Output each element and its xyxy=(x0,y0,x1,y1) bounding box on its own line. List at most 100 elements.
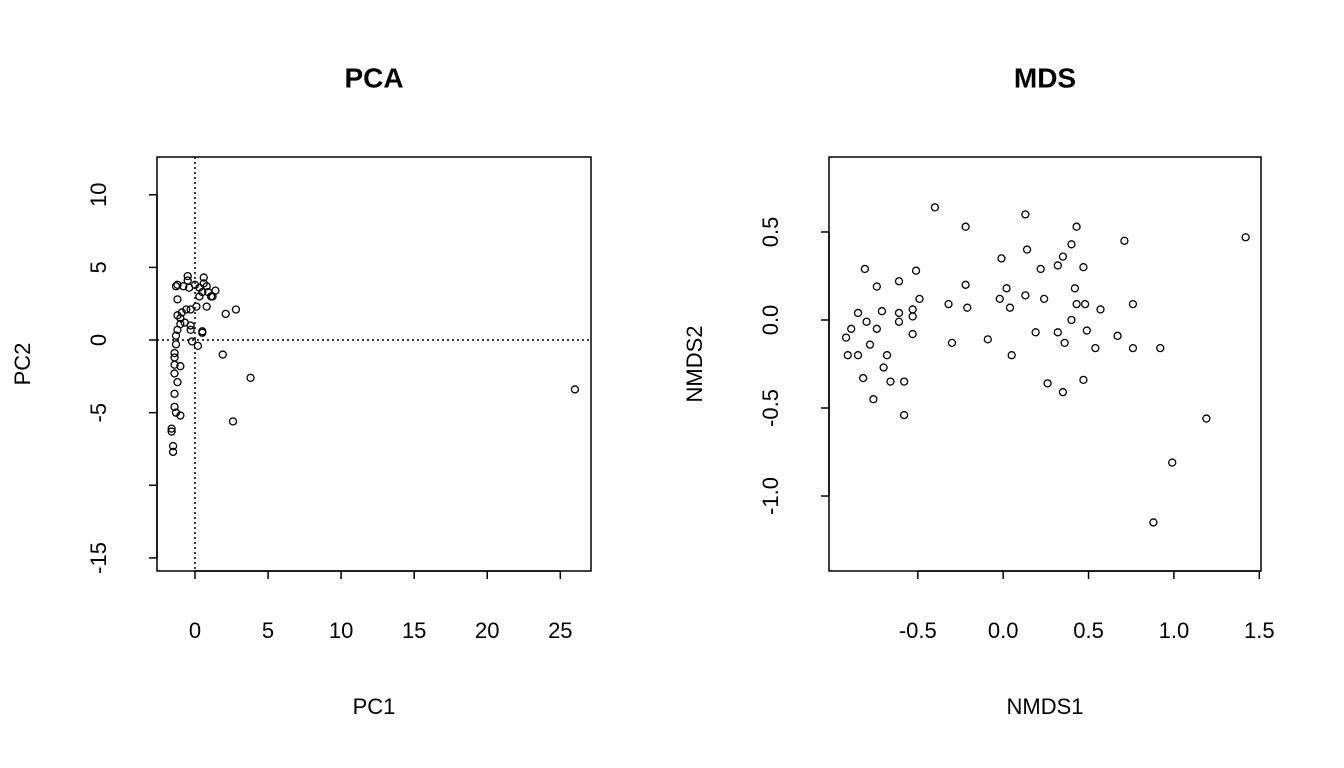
point xyxy=(961,280,970,289)
point xyxy=(176,411,185,420)
point xyxy=(908,312,917,321)
point xyxy=(860,264,870,274)
y-tick-label: 0.0 xyxy=(758,305,783,336)
point xyxy=(915,294,924,304)
point xyxy=(1072,222,1081,231)
point xyxy=(908,329,917,339)
point xyxy=(173,280,182,289)
point xyxy=(865,340,875,349)
point xyxy=(1058,388,1068,397)
y-axis-label: NMDS2 xyxy=(682,325,707,402)
point xyxy=(221,309,230,319)
x-tick-label: 1.5 xyxy=(1244,618,1275,643)
point xyxy=(202,302,211,311)
point xyxy=(170,389,179,398)
point xyxy=(1120,236,1129,245)
y-tick-label: -15 xyxy=(86,542,111,574)
x-axis-label: PC1 xyxy=(353,694,396,719)
y-tick-label: 0 xyxy=(86,334,111,346)
point xyxy=(168,447,178,457)
point xyxy=(173,295,182,304)
y-tick-label: 10 xyxy=(86,183,111,207)
point xyxy=(859,373,868,383)
point xyxy=(843,351,852,360)
point xyxy=(995,294,1004,304)
point xyxy=(176,362,185,371)
point xyxy=(179,282,188,291)
point xyxy=(1005,303,1015,312)
x-axis-label: NMDS1 xyxy=(1006,694,1083,719)
point xyxy=(173,325,182,335)
point xyxy=(853,308,863,318)
point xyxy=(882,351,892,360)
x-tick-label: 25 xyxy=(548,618,572,643)
point xyxy=(203,287,213,297)
point xyxy=(173,378,182,387)
point xyxy=(198,328,207,337)
point xyxy=(186,305,195,314)
point xyxy=(228,417,238,426)
point xyxy=(171,331,181,340)
point xyxy=(1149,518,1158,527)
point xyxy=(168,441,178,451)
point xyxy=(947,338,957,348)
point xyxy=(853,351,863,360)
point xyxy=(1202,414,1211,423)
point xyxy=(173,311,182,320)
point xyxy=(1079,263,1088,272)
point xyxy=(877,307,887,316)
plot-box xyxy=(156,156,592,572)
point xyxy=(1113,331,1122,340)
point xyxy=(170,360,179,369)
chart-title: PCA xyxy=(344,62,403,93)
point xyxy=(872,282,881,291)
point xyxy=(841,333,851,342)
point xyxy=(186,325,195,335)
point xyxy=(218,350,227,359)
point xyxy=(1079,375,1088,384)
y-axis-label: PC2 xyxy=(10,343,35,386)
point xyxy=(1082,326,1091,335)
point xyxy=(930,203,940,212)
point xyxy=(872,324,881,333)
point xyxy=(1043,379,1052,388)
point xyxy=(167,427,176,436)
x-tick-label: 0.5 xyxy=(1073,618,1104,643)
x-tick-label: 10 xyxy=(329,618,353,643)
panel: PCA PC1 PC2 0 5 10 15 20 25 10 5 0 -5 -15 xyxy=(10,62,592,719)
y-tick-label: -1.0 xyxy=(758,477,783,515)
x-tick-label: -0.5 xyxy=(899,618,937,643)
point xyxy=(908,305,917,314)
point xyxy=(1128,300,1138,309)
panel: MDS NMDS1 NMDS2 -0.5 0.0 0.5 1.0 1.5 0.5 0.0 -0.5 -… xyxy=(682,62,1275,718)
point xyxy=(171,282,181,291)
point xyxy=(1053,328,1062,337)
point xyxy=(186,321,195,330)
point xyxy=(911,266,921,275)
point xyxy=(1168,458,1177,467)
point xyxy=(894,308,904,318)
point xyxy=(1091,344,1100,353)
point xyxy=(1067,315,1076,325)
point xyxy=(170,353,179,362)
point xyxy=(183,271,192,281)
point xyxy=(899,410,909,420)
point xyxy=(879,363,888,372)
point xyxy=(1007,351,1016,360)
point xyxy=(1021,291,1030,300)
y-tick-label: 0.5 xyxy=(758,217,783,248)
point xyxy=(1072,300,1081,309)
point xyxy=(1128,344,1138,353)
point xyxy=(246,373,255,382)
point xyxy=(899,377,909,386)
x-tick-label: 0.0 xyxy=(988,618,1019,643)
point xyxy=(1096,305,1105,314)
point xyxy=(170,369,179,378)
point xyxy=(1070,284,1080,293)
point xyxy=(171,340,181,349)
point xyxy=(847,324,856,333)
y-tick-label: 5 xyxy=(86,261,111,273)
point xyxy=(1060,338,1069,348)
point xyxy=(231,305,241,314)
